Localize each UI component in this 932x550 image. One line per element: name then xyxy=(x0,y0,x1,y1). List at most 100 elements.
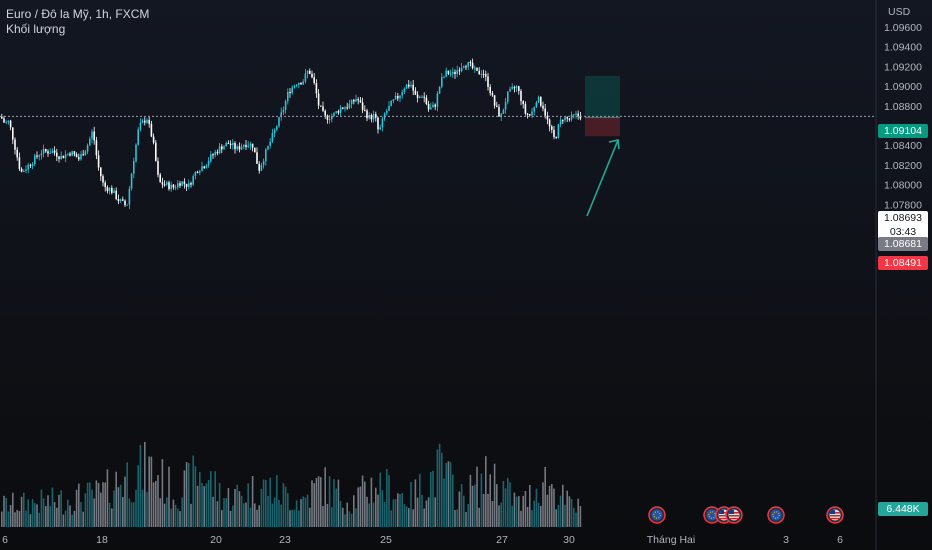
candle-body xyxy=(390,100,392,106)
volume-bar xyxy=(366,496,368,527)
volume-bar xyxy=(491,500,494,527)
candle-body xyxy=(232,142,234,146)
candle-body xyxy=(364,109,366,111)
candle-body xyxy=(49,152,51,154)
candle-body xyxy=(386,110,388,114)
candle-body xyxy=(181,181,183,186)
volume-bar xyxy=(559,495,562,527)
volume-bar xyxy=(445,463,447,527)
trend-arrow-icon[interactable] xyxy=(586,139,619,217)
candle-body xyxy=(18,157,21,169)
volume-bar xyxy=(436,449,439,527)
volume-bar xyxy=(430,472,432,527)
volume-bar xyxy=(146,492,148,527)
volume-bar xyxy=(75,489,78,527)
volume-bar xyxy=(174,504,177,527)
candle-body xyxy=(392,99,395,101)
volume-bar xyxy=(394,499,397,527)
volume-bar xyxy=(240,495,243,527)
price-axis[interactable]: USD 1.09600 1.09400 1.09200 1.09000 1.08800 1… xyxy=(884,6,922,251)
volume-bar xyxy=(163,503,166,527)
us-event-icon[interactable] xyxy=(826,506,844,524)
stop-price-tag: 1.08491 xyxy=(878,256,928,270)
candle-body xyxy=(463,66,465,68)
volume-bar xyxy=(328,476,331,527)
candle-body xyxy=(262,161,265,166)
candle-body xyxy=(82,154,84,156)
volume-bar xyxy=(564,504,566,527)
volume-bar xyxy=(284,486,287,527)
volume-indicator-label[interactable]: Khối lượng xyxy=(6,22,66,36)
candle-body xyxy=(487,76,489,87)
x-tick-label: 27 xyxy=(496,534,508,546)
volume-bar xyxy=(313,483,315,527)
candle-body xyxy=(403,88,406,93)
candle-body xyxy=(566,117,568,119)
volume-bar xyxy=(144,441,146,527)
candle-body xyxy=(502,109,505,114)
target-zone[interactable] xyxy=(585,75,620,118)
volume-bar xyxy=(537,502,540,527)
volume-bar xyxy=(161,459,164,527)
volume-bar xyxy=(566,490,568,527)
candle-body xyxy=(355,99,357,102)
symbol-title[interactable]: Euro / Đô la Mỹ, 1h, FXCM xyxy=(6,7,150,21)
candle-body xyxy=(513,86,516,89)
volume-bar xyxy=(432,470,434,527)
volume-bar xyxy=(353,495,355,527)
us-event-icon[interactable] xyxy=(725,506,743,524)
volume-bar xyxy=(309,507,311,527)
candle-body xyxy=(342,107,344,109)
volume-bar xyxy=(465,511,467,527)
candle-body xyxy=(108,187,111,192)
volume-bar xyxy=(166,497,168,527)
time-axis[interactable]: 6 18 20 23 25 27 30 Tháng Hai 3 6 xyxy=(2,534,843,546)
eu-event-icon[interactable] xyxy=(648,506,666,524)
candle-body xyxy=(56,152,58,157)
candle-body xyxy=(520,90,522,102)
stop-zone[interactable] xyxy=(585,117,620,137)
x-tick-label: 30 xyxy=(563,534,575,546)
candle-body xyxy=(86,145,89,152)
volume-bar xyxy=(474,484,476,527)
volume-bar xyxy=(467,504,469,527)
candle-body xyxy=(480,74,483,76)
candle-body xyxy=(203,166,205,169)
candle-body xyxy=(205,165,208,169)
candle-body xyxy=(577,113,579,116)
candle-body xyxy=(221,146,223,150)
volume-bar xyxy=(447,461,450,527)
volume-bar xyxy=(106,469,109,527)
candle-body xyxy=(529,114,531,116)
candle-body xyxy=(357,99,359,101)
volume-bar xyxy=(570,499,573,527)
volume-bar xyxy=(425,500,428,527)
eu-event-icon[interactable] xyxy=(703,506,721,524)
candle-body xyxy=(238,146,241,150)
eu-event-icon[interactable] xyxy=(767,506,785,524)
volume-bar xyxy=(293,509,296,527)
event-markers[interactable] xyxy=(648,506,844,524)
candle-body xyxy=(322,106,324,111)
volume-bar xyxy=(535,488,538,527)
volume-bar xyxy=(526,506,529,527)
x-tick-label: 25 xyxy=(380,534,392,546)
candle-body xyxy=(254,147,256,153)
candle-body xyxy=(3,118,5,123)
candle-body xyxy=(333,112,335,117)
candle-body xyxy=(192,176,194,185)
x-tick-label: 3 xyxy=(783,534,789,546)
volume-bar xyxy=(542,482,544,527)
long-position-tool[interactable] xyxy=(585,75,620,217)
volume-bar xyxy=(64,510,67,527)
volume-bar xyxy=(368,503,370,527)
candle-body xyxy=(535,102,538,108)
candle-body xyxy=(579,115,582,119)
volume-bar xyxy=(23,492,25,527)
volume-bar xyxy=(456,509,458,527)
volume-bar xyxy=(531,510,533,527)
candle-body xyxy=(331,116,333,120)
candle-body xyxy=(491,93,494,96)
candle-body xyxy=(317,93,320,106)
